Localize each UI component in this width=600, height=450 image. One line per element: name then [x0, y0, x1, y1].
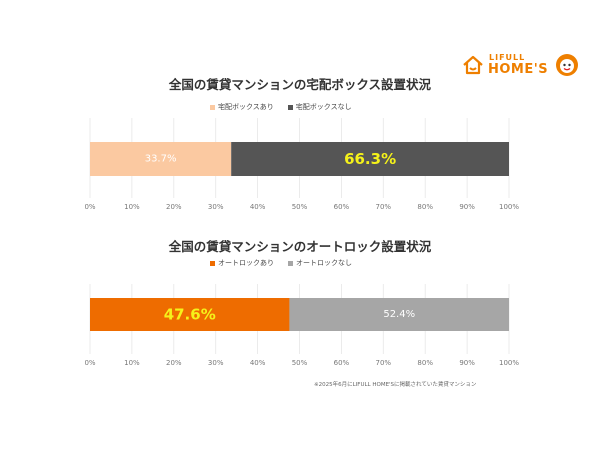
chart-1-legend-item-with-box: 宅配ボックスあり	[210, 102, 274, 112]
chart-2-plot: 47.6% 52.4% 0% 10% 20% 30% 40% 50% 60% 70% 80% 90% 1…	[84, 284, 519, 367]
chart-2-tick-label: 0%	[84, 359, 95, 367]
chart-1-tick-label: 10%	[124, 203, 140, 211]
chart-1-bar-without	[231, 142, 509, 176]
chart-1-title: 全国の賃貸マンションの宅配ボックス設置状況	[168, 77, 432, 92]
chart-1-tick-label: 30%	[208, 203, 224, 211]
chart-2-data-label-without: 52.4%	[383, 309, 415, 320]
chart-2-tick-label: 20%	[166, 359, 182, 367]
chart-1-tick-label: 40%	[250, 203, 266, 211]
chart-2-tick-label: 100%	[499, 359, 519, 367]
mascot-icon	[556, 54, 578, 76]
chart-2-tick-label: 80%	[417, 359, 433, 367]
chart-1-tick-label: 60%	[334, 203, 350, 211]
logo-big-text: HOME'S	[488, 62, 549, 77]
chart-1-legend-item-without-box: 宅配ボックスなし	[287, 102, 352, 112]
chart-2-legend-item-with-autolock: オートロックあり	[210, 258, 274, 268]
chart-1-plot: 33.7% 66.3% 0% 10% 20% 30% 40% 50% 60% 70% 80% 90% 1…	[84, 118, 519, 211]
chart-2-legend-label-without-autolock: オートロックなし	[296, 259, 352, 267]
chart-2-legend: オートロックあり オートロックなし	[210, 258, 430, 268]
chart-1-data-label-without: 66.3%	[344, 150, 396, 168]
chart-2-tick-label: 60%	[334, 359, 350, 367]
chart-2-legend-item-without-autolock: オートロックなし	[288, 258, 352, 268]
chart-1-tick-label: 20%	[166, 203, 182, 211]
chart-2-title: 全国の賃貸マンションのオートロック設置状況	[168, 239, 432, 254]
chart-2-tick-label: 70%	[376, 359, 392, 367]
chart-2-bar-without	[289, 298, 509, 331]
chart-1-tick-label: 50%	[292, 203, 308, 211]
chart-2-bar-with	[90, 298, 290, 331]
chart-1-data-label-with: 33.7%	[145, 154, 177, 165]
chart-2-legend-swatch-without-autolock	[288, 260, 293, 266]
chart-1-legend: 宅配ボックスあり 宅配ボックスなし	[210, 102, 430, 112]
chart-1-tick-label: 0%	[84, 203, 95, 211]
chart-1-tick-label: 70%	[376, 203, 392, 211]
house-icon	[463, 55, 483, 75]
chart-1-legend-swatch-without-box	[287, 104, 293, 110]
footnote: ※2025年6月にLIFULL HOME'Sに掲載されていた賃貸マンション	[314, 382, 477, 388]
chart-1-tick-label: 100%	[499, 203, 519, 211]
chart-1-bar-with	[90, 142, 232, 176]
chart-2-legend-label-with-autolock: オートロックあり	[218, 259, 274, 267]
chart-2-tick-label: 10%	[124, 359, 140, 367]
chart-2-legend-swatch-with-autolock	[210, 260, 215, 266]
chart-2-tick-label: 90%	[459, 359, 475, 367]
lifull-homes-logo: LIFULL HOME'S	[459, 50, 578, 82]
chart-1-legend-label-without-box: 宅配ボックスなし	[295, 103, 352, 111]
chart-1-tick-label: 80%	[417, 203, 433, 211]
chart-2-tick-label: 30%	[208, 359, 224, 367]
chart-2-data-label-with: 47.6%	[164, 306, 216, 324]
chart-2-tick-label: 50%	[292, 359, 308, 367]
chart-1-tick-label: 90%	[459, 203, 475, 211]
logo-small-text: LIFULL	[489, 53, 526, 62]
chart-2-tick-label: 40%	[250, 359, 266, 367]
chart-1-legend-swatch-with-box	[210, 104, 215, 110]
chart-1-legend-label-with-box: 宅配ボックスあり	[218, 103, 274, 111]
